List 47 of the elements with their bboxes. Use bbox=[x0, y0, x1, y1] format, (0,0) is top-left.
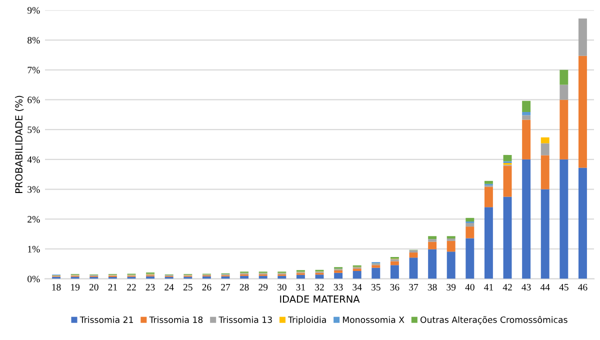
y-tick-label: 2% bbox=[28, 216, 40, 223]
x-tick-label: 25 bbox=[183, 284, 192, 291]
x-tick-label: 33 bbox=[334, 284, 343, 291]
legend-label: Monossomia X bbox=[343, 316, 404, 323]
legend-label: Trissomia 18 bbox=[149, 316, 203, 323]
y-tick-label: 1% bbox=[28, 246, 40, 252]
x-tick-label: 22 bbox=[127, 284, 136, 290]
x-tick-label: 35 bbox=[372, 284, 380, 291]
x-tick-label: 46 bbox=[578, 284, 588, 291]
y-axis-title: PROBABILIDADE (%) bbox=[15, 96, 24, 194]
x-tick-label: 23 bbox=[146, 284, 155, 291]
legend-label: Trissomia 21 bbox=[80, 316, 133, 323]
y-tick-label: 7% bbox=[28, 66, 40, 74]
x-tick-label: 45 bbox=[559, 284, 568, 291]
x-tick-label: 43 bbox=[522, 284, 531, 291]
x-tick-label: 26 bbox=[202, 284, 212, 291]
x-tick-label: 32 bbox=[315, 284, 324, 291]
x-tick-label: 36 bbox=[390, 284, 400, 291]
y-tick-label: 6% bbox=[28, 96, 40, 104]
y-tick-label: 8% bbox=[28, 36, 40, 44]
x-tick-label: 28 bbox=[240, 284, 249, 291]
x-tick-label: 38 bbox=[428, 284, 437, 291]
x-tick-label: 24 bbox=[164, 284, 174, 290]
x-tick-label: 41 bbox=[484, 284, 493, 290]
x-tick-label: 29 bbox=[258, 284, 268, 291]
x-tick-label: 39 bbox=[446, 284, 456, 291]
y-tick-label: 3% bbox=[28, 186, 40, 193]
x-tick-label: 19 bbox=[71, 284, 80, 291]
y-tick-label: 5% bbox=[28, 126, 40, 134]
x-tick-label: 21 bbox=[108, 284, 117, 290]
legend-label: Outras Alterações Cromossômicas bbox=[420, 316, 568, 325]
y-tick-label: 4% bbox=[27, 156, 40, 163]
x-tick-label: 18 bbox=[52, 284, 61, 291]
x-tick-label: 27 bbox=[221, 284, 230, 290]
legend-label: Triploidia bbox=[288, 316, 326, 325]
x-tick-label: 42 bbox=[502, 284, 512, 290]
x-tick-label: 31 bbox=[296, 284, 305, 291]
x-tick-label: 34 bbox=[352, 284, 362, 291]
y-tick-label: 9% bbox=[27, 7, 40, 14]
x-tick-label: 37 bbox=[409, 284, 418, 291]
x-axis-title: IDADE MATERNA bbox=[280, 296, 360, 303]
legend-label: Trissomia 13 bbox=[218, 316, 272, 323]
x-tick-label: 40 bbox=[465, 284, 474, 291]
x-tick-label: 44 bbox=[540, 284, 550, 290]
x-tick-label: 30 bbox=[278, 284, 286, 291]
x-tick-label: 20 bbox=[89, 284, 98, 291]
y-tick-label: 0% bbox=[28, 276, 40, 282]
